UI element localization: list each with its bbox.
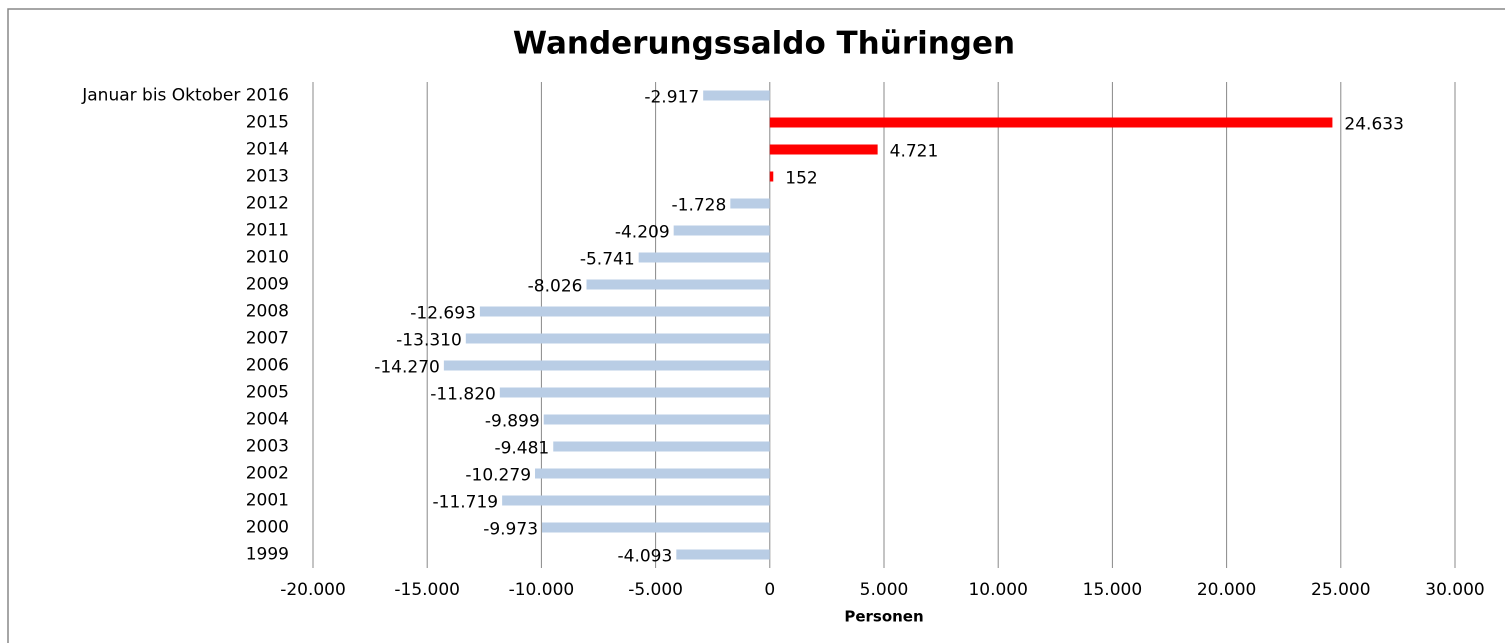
x-tick-label: -5.000: [628, 580, 683, 600]
chart-frame: [7, 8, 1505, 643]
y-tick-label: 2007: [246, 329, 289, 349]
x-axis-title: Personen: [844, 608, 923, 626]
y-tick-label: 2013: [246, 167, 289, 187]
x-tick-label: -10.000: [509, 580, 575, 600]
bar: [730, 198, 770, 209]
data-label: -9.899: [485, 412, 540, 432]
y-tick-label: 2011: [246, 221, 289, 241]
y-tick-label: 2006: [246, 356, 289, 376]
y-tick-label: 2003: [246, 437, 289, 457]
data-label: -4.209: [615, 223, 670, 243]
bar: [542, 522, 770, 533]
y-tick-label: 2008: [246, 302, 289, 322]
data-label: -11.719: [433, 493, 499, 513]
x-tick-label: -15.000: [394, 580, 460, 600]
data-label: -12.693: [410, 304, 476, 324]
x-tick-label: -20.000: [280, 580, 346, 600]
x-tick-label: 25.000: [1311, 580, 1370, 600]
data-label: -10.279: [465, 466, 531, 486]
bar: [586, 279, 770, 290]
bar: [443, 360, 770, 371]
data-label: -11.820: [430, 385, 496, 405]
bar: [499, 387, 770, 398]
data-label: -5.741: [580, 250, 635, 270]
bar: [769, 171, 774, 182]
y-tick-label: 2001: [246, 491, 289, 511]
bar: [676, 549, 770, 560]
bar: [553, 441, 770, 452]
bar: [535, 468, 770, 479]
x-tick-label: 15.000: [1083, 580, 1142, 600]
bar: [502, 495, 770, 506]
data-label: 152: [785, 169, 817, 189]
y-tick-label: 1999: [246, 545, 289, 565]
bar: [769, 117, 1333, 128]
x-tick-label: 10.000: [968, 580, 1027, 600]
x-tick-label: 0: [764, 580, 775, 600]
bar: [769, 144, 878, 155]
y-tick-label: 2015: [246, 113, 289, 133]
bar: [673, 225, 770, 236]
bar: [638, 252, 770, 263]
x-tick-label: 20.000: [1197, 580, 1256, 600]
data-label: -8.026: [528, 277, 583, 297]
data-label: -2.917: [644, 88, 699, 108]
y-tick-label: 2004: [246, 410, 289, 430]
y-tick-label: 2014: [246, 140, 289, 160]
data-label: -13.310: [396, 331, 462, 351]
y-tick-label: 2010: [246, 248, 289, 268]
bar: [703, 90, 770, 101]
data-label: -1.728: [672, 196, 727, 216]
y-tick-label: 2005: [246, 383, 289, 403]
bar: [479, 306, 770, 317]
data-label: -9.481: [494, 439, 549, 459]
bar: [543, 414, 770, 425]
y-tick-label: 2009: [246, 275, 289, 295]
chart-title: Wanderungssaldo Thüringen: [513, 26, 1015, 62]
y-tick-label: 2000: [246, 518, 289, 538]
data-label: -9.973: [483, 520, 538, 540]
y-tick-label: 2002: [246, 464, 289, 484]
bar: [465, 333, 770, 344]
data-label: 24.633: [1344, 115, 1403, 135]
x-tick-label: 5.000: [860, 580, 909, 600]
x-tick-label: 30.000: [1425, 580, 1484, 600]
y-tick-label: Januar bis Oktober 2016: [81, 86, 289, 106]
data-label: 4.721: [890, 142, 939, 162]
data-label: -14.270: [374, 358, 440, 378]
data-label: -4.093: [618, 547, 673, 567]
y-tick-label: 2012: [246, 194, 289, 214]
